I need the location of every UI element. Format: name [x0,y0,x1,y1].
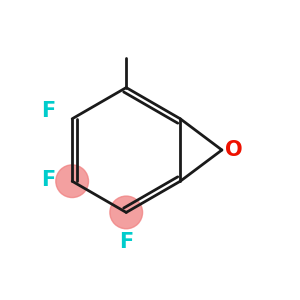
Text: F: F [119,232,133,252]
Text: F: F [42,170,56,190]
Text: O: O [226,140,243,160]
Circle shape [56,165,88,198]
Text: F: F [42,101,56,122]
Circle shape [110,196,142,229]
